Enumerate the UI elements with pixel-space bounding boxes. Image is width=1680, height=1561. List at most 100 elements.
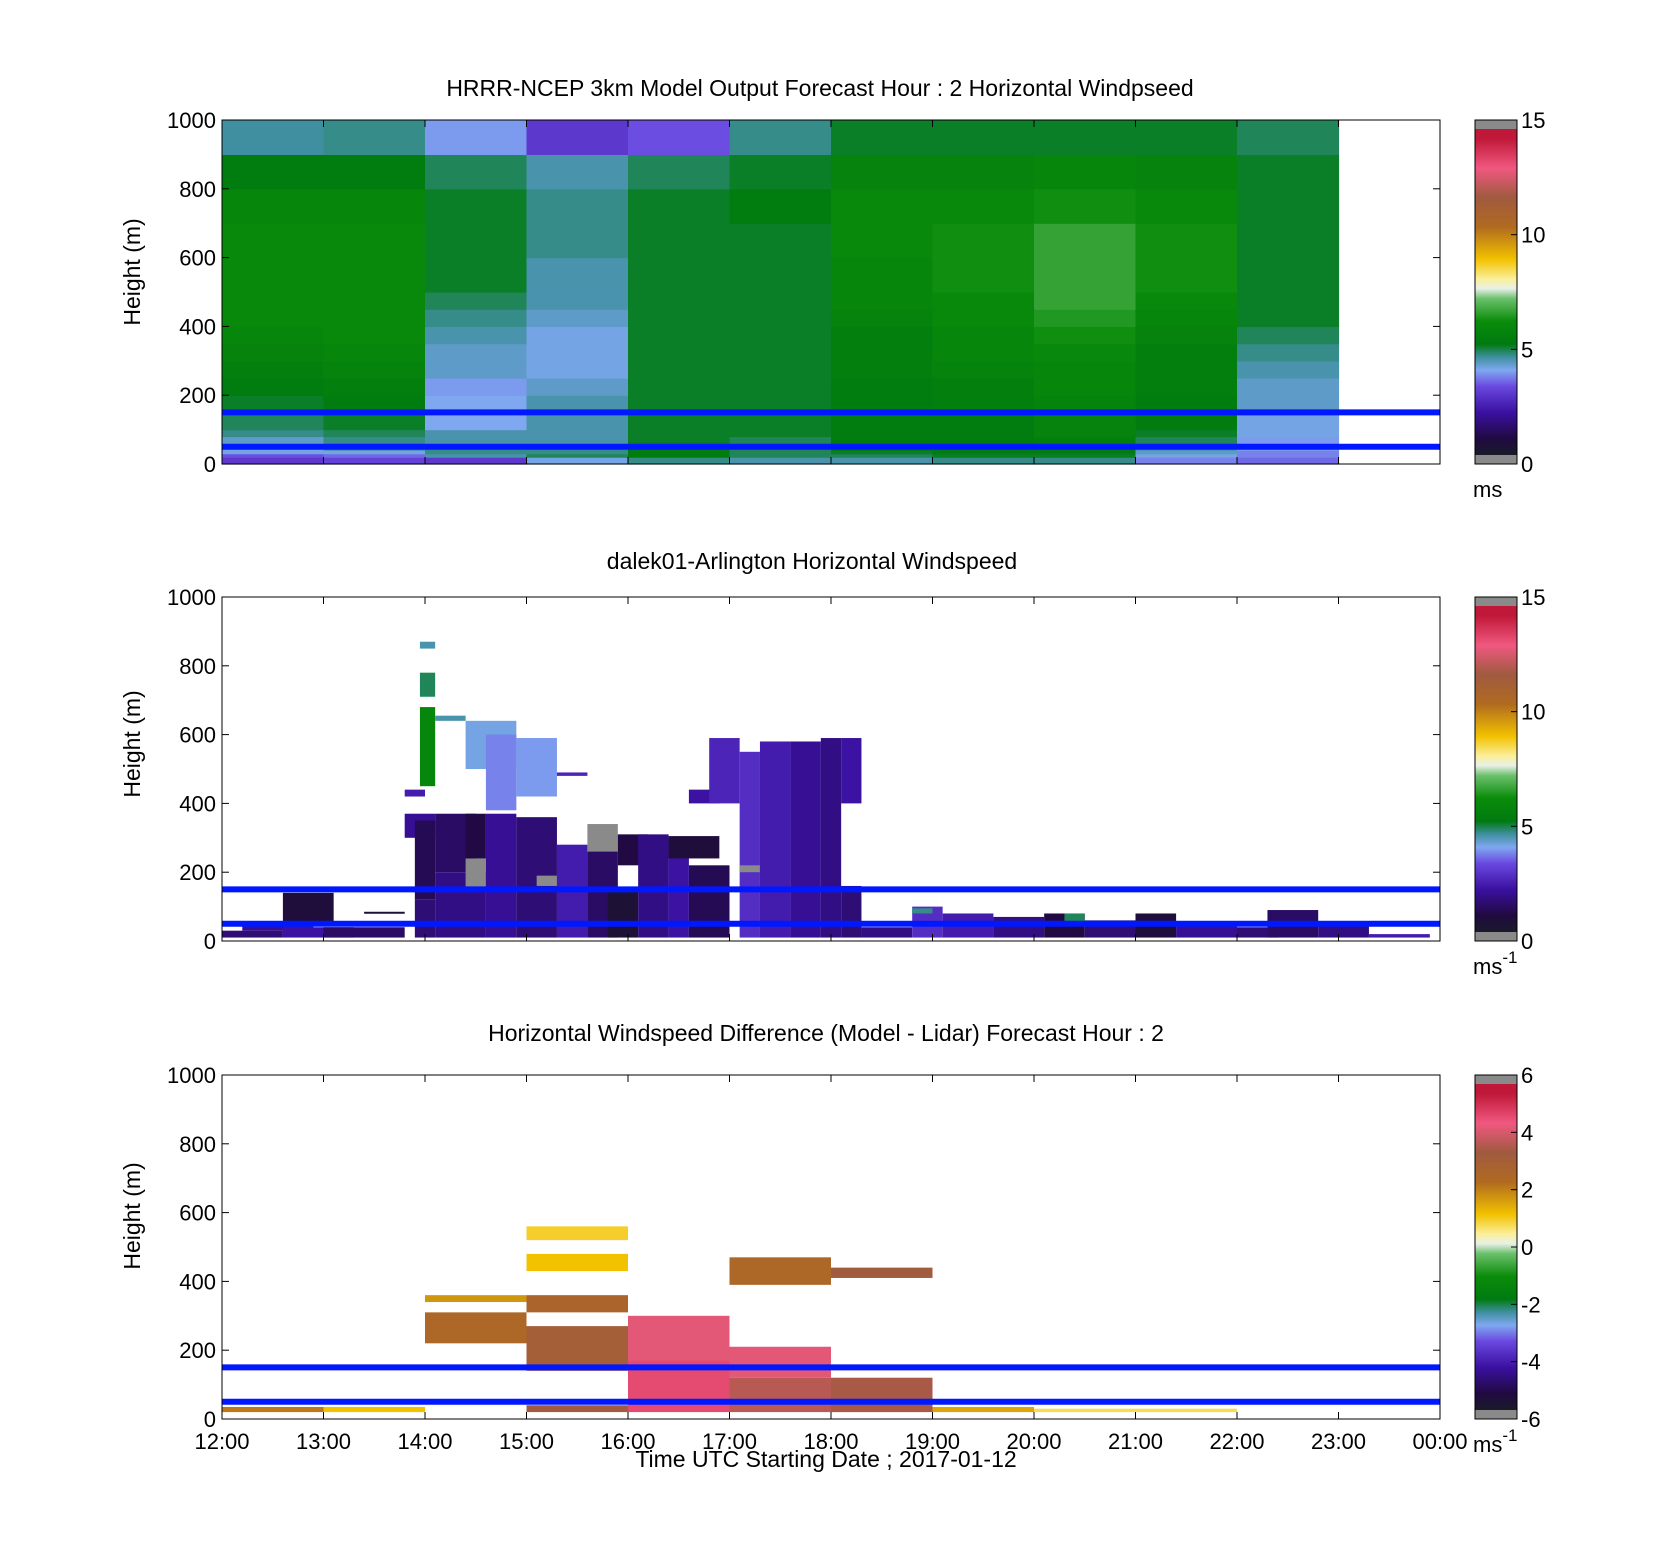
heatmap-cell bbox=[932, 450, 1035, 455]
heatmap-cell bbox=[526, 223, 629, 259]
heatmap-cell bbox=[364, 911, 405, 914]
heatmap-cell bbox=[932, 457, 1035, 465]
heatmap-cell bbox=[1034, 436, 1137, 444]
heatmap-cell bbox=[739, 865, 760, 873]
heatmap-cell bbox=[1237, 429, 1340, 438]
colorbar-unit: ms-1 bbox=[1473, 948, 1517, 979]
heatmap-cell bbox=[414, 820, 436, 900]
x-axis-ticks bbox=[221, 120, 1441, 464]
heatmap-cell bbox=[425, 154, 528, 190]
y-axis-ticks: 0 200 400 600 800 1000 bbox=[167, 585, 1440, 954]
heatmap-cell bbox=[526, 429, 629, 438]
heatmap-cell bbox=[932, 223, 1035, 259]
y-tick-label: 200 bbox=[179, 860, 216, 885]
y-axis-label: Height (m) bbox=[119, 218, 145, 325]
heatmap-cell bbox=[1135, 453, 1238, 458]
heatmap-cell bbox=[526, 1295, 628, 1313]
heatmap-cell bbox=[1034, 429, 1137, 438]
heatmap-cell bbox=[1237, 292, 1340, 310]
heatmap-cell bbox=[1237, 395, 1340, 413]
heatmap-cell bbox=[628, 436, 731, 444]
heatmap-cell bbox=[526, 1326, 628, 1371]
heatmap-cell bbox=[831, 395, 934, 413]
heatmap-cell bbox=[932, 429, 1035, 438]
y-tick-label: 200 bbox=[179, 1338, 216, 1363]
heatmap-cell bbox=[425, 360, 528, 379]
colorbar-unit: ms bbox=[1473, 477, 1502, 502]
heatmap-cell bbox=[831, 429, 934, 438]
colorbar-gradient bbox=[1475, 1084, 1517, 1410]
heatmap-cell bbox=[425, 326, 528, 345]
heatmap-cell bbox=[425, 120, 528, 155]
heatmap-cell bbox=[1237, 309, 1340, 327]
colorbar-tick-label: 5 bbox=[1521, 814, 1533, 839]
heatmap-cell bbox=[526, 1405, 628, 1413]
heatmap-cell bbox=[831, 292, 934, 310]
heatmap-cell bbox=[861, 927, 913, 938]
heatmap-cell bbox=[932, 453, 1035, 458]
heatmap-cell bbox=[404, 789, 425, 797]
heatmap-cell bbox=[1135, 154, 1238, 190]
heatmap-cell bbox=[526, 360, 629, 379]
colorbar: -6 -4 -2 0 2 4 6 ms-1 bbox=[1473, 1063, 1541, 1457]
heatmap-cell bbox=[323, 436, 426, 444]
x-tick-label: 00:00 bbox=[1412, 1429, 1467, 1454]
x-tick-label: 23:00 bbox=[1311, 1429, 1366, 1454]
colorbar-unit: ms-1 bbox=[1473, 1426, 1517, 1457]
heatmap-cell bbox=[1034, 292, 1137, 310]
heatmap-cell bbox=[526, 120, 629, 155]
heatmap-cell bbox=[831, 257, 934, 293]
heatmap-cell bbox=[729, 412, 832, 431]
heatmap-cell bbox=[222, 360, 325, 379]
heatmap-cell bbox=[1237, 154, 1340, 190]
heatmap-cell bbox=[831, 412, 934, 431]
heatmap-cell bbox=[222, 292, 325, 310]
heatmap-cell bbox=[932, 1406, 1034, 1413]
heatmap-cell bbox=[323, 395, 426, 413]
heatmap-cell bbox=[831, 1267, 933, 1278]
heatmap-cell bbox=[628, 326, 731, 345]
heatmap-cell bbox=[932, 154, 1035, 190]
heatmap-cell bbox=[516, 738, 557, 797]
heatmap-cell bbox=[323, 378, 426, 396]
colorbar-tick-label: -4 bbox=[1521, 1350, 1541, 1375]
lidar-windspeed-panel: dalek01-Arlington Horizontal Windspeed 0… bbox=[119, 548, 1545, 979]
heatmap-cell bbox=[1034, 223, 1137, 259]
heatmap-cell bbox=[729, 429, 832, 438]
heatmap-cell bbox=[414, 899, 436, 938]
heatmap-cell bbox=[1318, 923, 1369, 938]
heatmap-cell bbox=[485, 734, 517, 811]
heatmap-cell bbox=[1034, 360, 1137, 379]
x-tick-label: 18:00 bbox=[803, 1429, 858, 1454]
heatmap-cell bbox=[628, 154, 731, 190]
heatmap-cell bbox=[1135, 120, 1238, 155]
colorbar-tick-label: 2 bbox=[1521, 1178, 1533, 1203]
heatmap-cell bbox=[1135, 457, 1238, 465]
heatmap-cells bbox=[222, 120, 1340, 465]
heatmap-cell bbox=[323, 360, 426, 379]
heatmap-cell bbox=[419, 707, 436, 787]
heatmap-cell bbox=[556, 772, 588, 776]
heatmap-cell bbox=[628, 453, 731, 458]
heatmap-cell bbox=[1237, 223, 1340, 259]
x-tick-label: 19:00 bbox=[905, 1429, 960, 1454]
heatmap-cell bbox=[841, 885, 862, 938]
reference-lines bbox=[222, 1364, 1440, 1405]
heatmap-cell bbox=[831, 326, 934, 345]
heatmap-cell bbox=[526, 436, 629, 444]
heatmap-cell bbox=[526, 457, 629, 465]
heatmap-cell bbox=[323, 927, 405, 938]
heatmap-cell bbox=[526, 343, 629, 362]
reference-lines bbox=[222, 886, 1440, 927]
heatmap-cell bbox=[628, 257, 731, 293]
y-tick-label: 0 bbox=[204, 452, 216, 477]
heatmap-cell bbox=[222, 188, 325, 224]
heatmap-cell bbox=[1135, 360, 1238, 379]
heatmap-cell bbox=[729, 360, 832, 379]
heatmap-cell bbox=[1034, 412, 1137, 431]
heatmap-cell bbox=[323, 1406, 425, 1413]
heatmap-cell bbox=[323, 223, 426, 259]
heatmap-cell bbox=[1034, 120, 1137, 155]
heatmap-cell bbox=[323, 450, 426, 455]
colorbar-tick-label: 10 bbox=[1521, 223, 1545, 248]
